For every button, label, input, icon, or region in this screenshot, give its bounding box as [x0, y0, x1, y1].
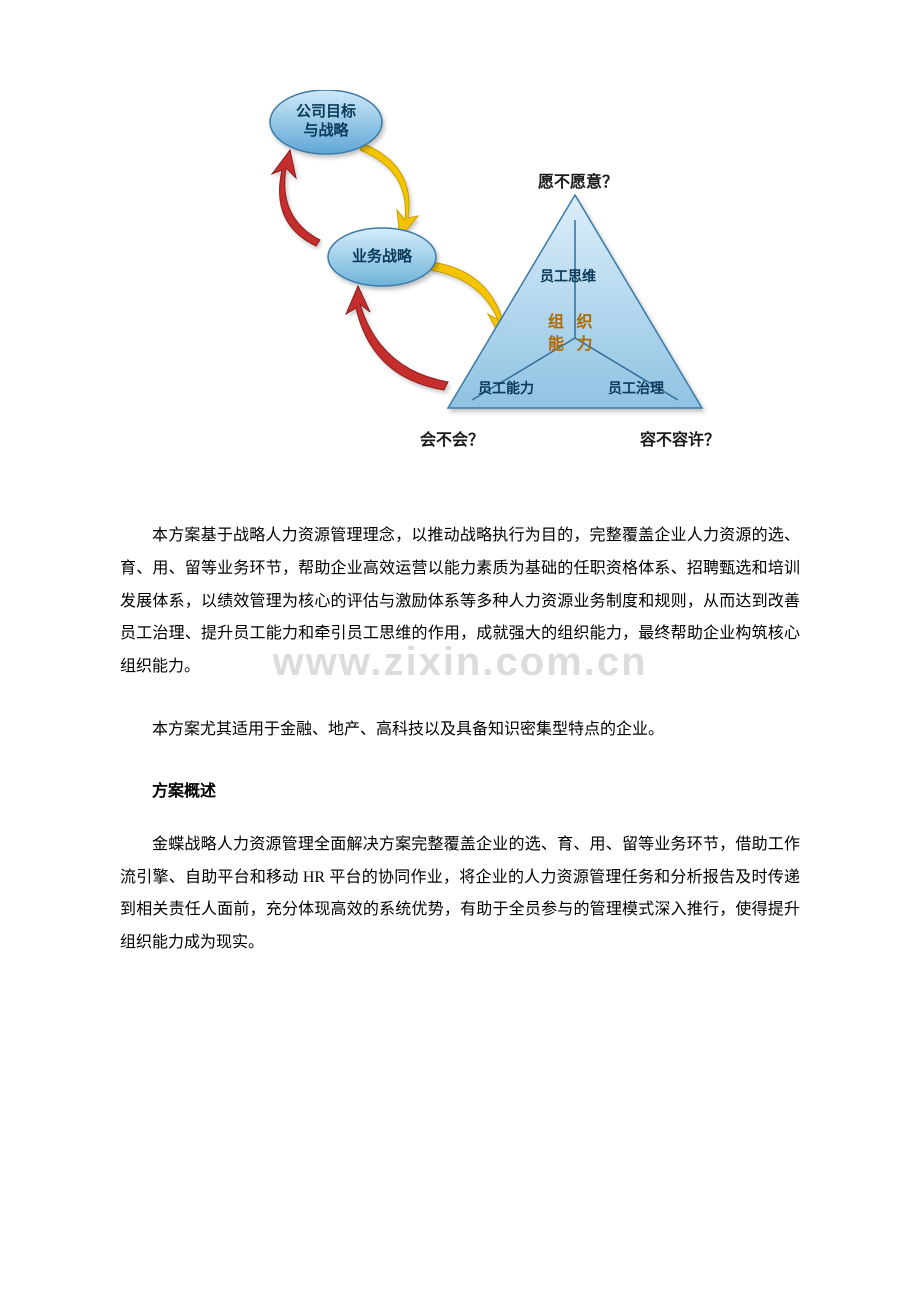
- arrow-red-2: [346, 286, 448, 390]
- q-right: 容不容许？: [640, 426, 720, 450]
- q-left: 会不会？: [420, 426, 484, 450]
- section-heading: 方案概述: [120, 777, 800, 801]
- arrow-yellow-1: [360, 144, 418, 238]
- ellipse1-label: 公司目标与战略: [270, 98, 382, 146]
- diagram-svg: [200, 90, 720, 460]
- tri-center-1: 组 织: [548, 308, 596, 332]
- tri-right-label: 员工治理: [608, 378, 664, 398]
- paragraph-1: 本方案基于战略人力资源管理理念，以推动战略执行为目的，完整覆盖企业人力资源的选、…: [120, 520, 800, 684]
- tri-center-2: 能 力: [548, 330, 596, 354]
- paragraph-2: 本方案尤其适用于金融、地产、高科技以及具备知识密集型特点的企业。: [120, 714, 800, 747]
- strategy-diagram: 公司目标与战略 业务战略 员工思维 员工能力 员工治理 组 织 能 力 愿不愿意…: [200, 90, 720, 460]
- ellipse2-label: 业务战略: [328, 238, 436, 276]
- paragraph-3: 金蝶战略人力资源管理全面解决方案完整覆盖企业的选、育、用、留等业务环节，借助工作…: [120, 829, 800, 960]
- tri-left-label: 员工能力: [478, 378, 534, 398]
- q-top: 愿不愿意？: [538, 168, 618, 192]
- tri-top-label: 员工思维: [540, 266, 596, 286]
